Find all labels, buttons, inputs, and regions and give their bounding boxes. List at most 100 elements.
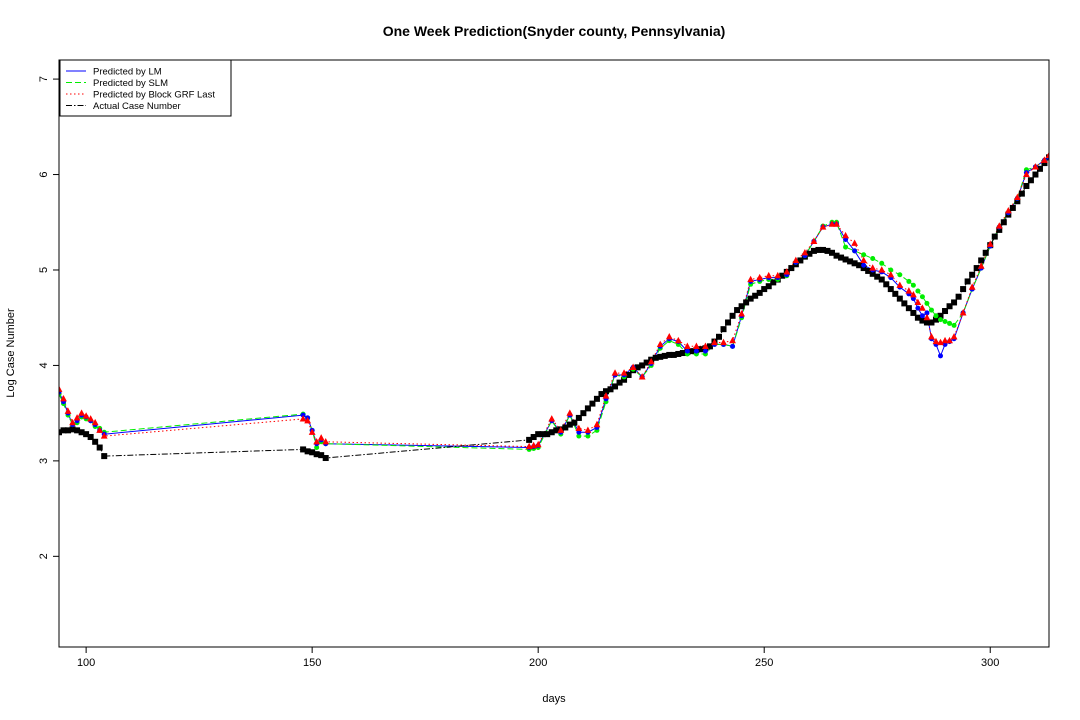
data-point-actual (661, 352, 668, 359)
data-point-block-grf (69, 418, 76, 426)
data-point-block-grf (299, 415, 307, 422)
data-point-actual (657, 353, 664, 360)
data-point-actual (919, 317, 926, 324)
data-point-actual (942, 308, 949, 315)
data-point-actual (706, 343, 713, 350)
data-point-actual (856, 262, 863, 269)
data-point-block-grf (959, 309, 967, 316)
data-point-actual (544, 431, 551, 438)
data-point-slm (951, 322, 957, 328)
data-point-block-grf (774, 271, 782, 279)
data-point-actual (770, 279, 777, 286)
data-point-actual (901, 300, 908, 307)
data-point-block-grf (575, 424, 583, 432)
data-point-block-grf (828, 220, 836, 227)
data-point-actual (982, 249, 989, 256)
data-point-actual (883, 281, 890, 288)
data-point-block-grf (656, 340, 664, 348)
data-point-actual (797, 257, 804, 264)
data-point-block-grf (851, 239, 859, 246)
data-point-actual (300, 446, 307, 453)
data-point-actual (602, 388, 609, 395)
data-point-actual (304, 448, 311, 455)
data-point-actual (847, 258, 854, 265)
data-point-actual (973, 265, 980, 272)
data-point-actual (643, 359, 650, 366)
data-point-block-grf (819, 223, 827, 230)
data-point-actual (806, 250, 813, 257)
data-point-actual (955, 293, 962, 300)
data-point-actual (562, 424, 569, 431)
data-point-actual (616, 379, 623, 386)
data-point-actual (652, 354, 659, 361)
data-point-actual (752, 292, 759, 299)
data-point-actual (666, 351, 673, 358)
series-points (59, 151, 1049, 462)
data-point-actual (810, 247, 817, 254)
data-point-block-grf (878, 266, 886, 273)
data-point-block-grf (909, 291, 917, 298)
data-point-actual (725, 319, 732, 326)
data-point-actual (60, 427, 67, 434)
data-point-block-grf (584, 426, 592, 433)
data-point-actual (869, 270, 876, 277)
data-point-actual (932, 316, 939, 323)
x-axis: 100 150 200 250 300 (77, 647, 999, 669)
data-point-actual (697, 346, 704, 353)
data-point-actual (675, 350, 682, 357)
data-point-block-grf (765, 271, 773, 279)
data-point-actual (761, 286, 768, 293)
data-point-actual (553, 427, 560, 434)
data-point-slm (879, 260, 885, 266)
data-point-actual (639, 362, 646, 369)
data-point-slm (928, 307, 934, 313)
data-point-block-grf (1032, 163, 1039, 170)
data-point-actual (788, 265, 795, 272)
data-point-actual (923, 319, 930, 326)
data-point-slm (576, 433, 582, 439)
data-point-slm (915, 288, 921, 294)
data-point-block-grf (304, 416, 312, 424)
data-point-actual (874, 273, 881, 280)
y-tick-label: 6 (38, 171, 50, 177)
data-point-block-grf (73, 414, 81, 421)
data-point-actual (996, 226, 1003, 233)
data-point-actual (838, 254, 845, 261)
data-point-actual (910, 309, 917, 316)
data-point-block-grf (78, 409, 86, 416)
data-point-block-grf (747, 275, 755, 283)
data-point-actual (625, 371, 632, 378)
data-point-block-grf (937, 338, 944, 346)
data-point-actual (96, 444, 103, 451)
data-point-actual (566, 421, 573, 428)
data-point-block-grf (887, 270, 895, 278)
data-point-lm (861, 262, 867, 268)
data-point-actual (914, 314, 921, 321)
data-point-lm (938, 353, 944, 359)
legend-label: Predicted by SLM (93, 78, 168, 89)
data-point-actual (905, 305, 912, 312)
data-point-actual (607, 386, 614, 393)
data-point-block-grf (977, 262, 985, 269)
data-point-slm (933, 313, 939, 319)
data-point-actual (530, 434, 537, 441)
data-point-actual (946, 303, 953, 310)
data-point-block-grf (566, 409, 574, 416)
data-point-slm (897, 272, 903, 278)
data-point-actual (322, 455, 329, 462)
data-point-block-grf (968, 283, 976, 290)
data-point-actual (548, 429, 555, 436)
data-point-block-grf (756, 273, 764, 281)
data-point-actual (670, 351, 677, 358)
data-point-actual (729, 312, 736, 319)
data-point-block-grf (534, 440, 542, 448)
data-point-block-grf (602, 392, 610, 399)
data-point-actual (309, 449, 316, 456)
data-point-actual (815, 246, 822, 253)
data-point-block-grf (720, 338, 727, 346)
data-point-actual (589, 400, 596, 407)
data-point-actual (575, 414, 582, 421)
data-point-actual (747, 295, 754, 302)
data-point-actual (318, 452, 325, 459)
data-point-lm (730, 343, 736, 349)
